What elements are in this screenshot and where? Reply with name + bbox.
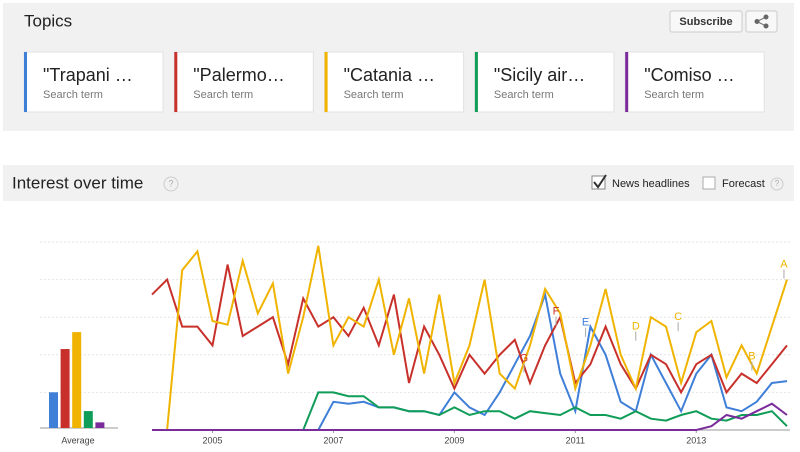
series-line [151, 264, 788, 395]
topic-card [324, 51, 465, 113]
annotation-label: F [553, 305, 560, 317]
topic-label: "Comiso … [644, 65, 734, 85]
x-tick-label: 2013 [686, 435, 706, 445]
topic-card [23, 51, 164, 113]
annotation-label: B [748, 351, 755, 363]
x-tick-label: 2005 [202, 435, 222, 445]
help-icon[interactable] [163, 176, 179, 192]
bar [95, 422, 105, 428]
x-tick-label: 2007 [323, 435, 343, 445]
topic-sub: Search term [494, 89, 554, 101]
annotation-label: A [780, 258, 788, 270]
topic-card [173, 51, 314, 113]
check-mark [593, 174, 607, 189]
topic-color [174, 52, 178, 112]
x-tick-label: 2011 [566, 435, 585, 445]
topic-label: "Catania … [344, 65, 435, 85]
topic-color [474, 52, 478, 112]
topic-sub: Search term [193, 89, 253, 101]
series-line [152, 290, 788, 431]
annotation-label: C [674, 311, 682, 323]
series-line [152, 245, 788, 431]
bar [49, 392, 58, 428]
help-label: ? [168, 178, 173, 188]
topic-label: "Palermo… [193, 65, 284, 85]
bar-label: Average [61, 435, 94, 445]
topic-color [625, 52, 629, 112]
help-label: ? [775, 179, 780, 188]
topic-card [624, 51, 765, 113]
topic-sub: Search term [644, 89, 704, 101]
bar [83, 411, 93, 428]
topic-color [324, 52, 328, 112]
series-line [152, 402, 788, 431]
topic-label: "Trapani … [43, 65, 133, 85]
annotation-label: G [520, 352, 529, 364]
topic-label: "Sicily air… [494, 65, 585, 85]
annotation-label: D [632, 321, 640, 333]
subscribe-button[interactable] [669, 10, 743, 33]
news-label: News headlines [612, 178, 690, 190]
bar [60, 349, 70, 428]
topic-color [24, 52, 27, 112]
topic-card [474, 51, 615, 113]
forecast-label: Forecast [722, 178, 765, 190]
share-button[interactable] [745, 10, 778, 33]
topic-sub: Search term [344, 89, 404, 101]
share-icon [754, 14, 769, 29]
bar [72, 332, 82, 428]
forecast-checkbox[interactable] [702, 176, 716, 190]
topic-sub: Search term [43, 89, 103, 101]
x-tick-label: 2009 [444, 435, 464, 445]
interest-header [3, 165, 794, 201]
annotation-label: E [582, 317, 589, 329]
topics-title: Topics [24, 11, 72, 30]
news-checkbox[interactable] [591, 175, 606, 190]
help-icon[interactable] [770, 177, 784, 191]
series-line [152, 391, 788, 431]
interest-title: Interest over time [12, 173, 143, 192]
subscribe-label: Subscribe [679, 16, 732, 28]
